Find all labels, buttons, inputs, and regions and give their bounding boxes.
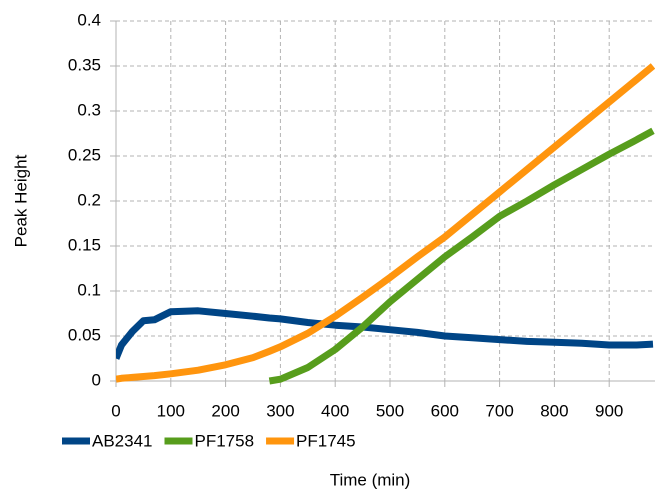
plot-area: [116, 63, 655, 385]
x-tick-label: 300: [266, 401, 294, 420]
x-tick-label: 100: [157, 401, 185, 420]
y-tick-label: 0.4: [77, 10, 101, 29]
y-tick-label: 0.15: [68, 235, 101, 254]
x-tick-label: 700: [485, 401, 513, 420]
y-tick-label: 0.25: [68, 145, 101, 164]
x-tick-label: 400: [321, 401, 349, 420]
data-line: [268, 127, 655, 385]
data-line: [116, 307, 654, 360]
y-tick-label: 0.35: [68, 55, 101, 74]
x-tick-label: 800: [540, 401, 568, 420]
data-line: [116, 63, 655, 383]
y-tick-label: 0.2: [77, 190, 101, 209]
y-tick-label: 0.05: [68, 325, 101, 344]
x-axis-title: Time (min): [330, 470, 411, 489]
legend-label: AB2341: [92, 431, 153, 450]
x-tick-label: 500: [376, 401, 404, 420]
x-tick-label: 200: [211, 401, 239, 420]
legend-label: PF1745: [296, 431, 356, 450]
x-tick-label: 600: [431, 401, 459, 420]
y-tick-label: 0.1: [77, 280, 101, 299]
legend-label: PF1758: [195, 431, 255, 450]
x-tick-label: 0: [111, 401, 120, 420]
y-tick-label: 0: [92, 370, 101, 389]
y-tick-label: 0.3: [77, 100, 101, 119]
x-tick-label: 900: [595, 401, 623, 420]
y-axis-title: Peak Height: [11, 154, 30, 247]
